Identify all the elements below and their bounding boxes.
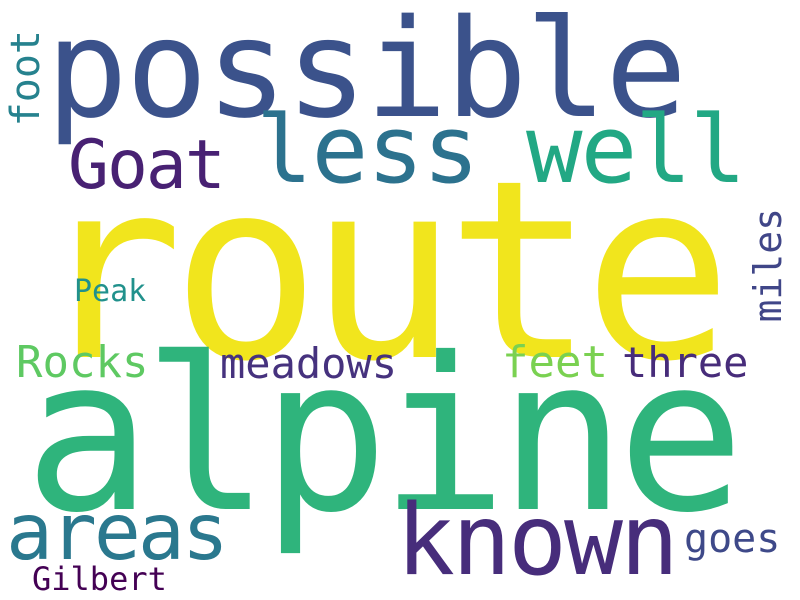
word-route: route bbox=[34, 128, 733, 416]
word-alpine: alpine bbox=[24, 312, 745, 559]
word-well: well bbox=[526, 96, 746, 205]
word-feet: feet bbox=[502, 337, 608, 388]
word-possible: possible bbox=[46, 0, 687, 149]
word-rocks: Rocks bbox=[16, 337, 149, 388]
word-meadows: meadows bbox=[220, 339, 398, 388]
word-areas: areas bbox=[6, 488, 229, 578]
word-goes: goes bbox=[684, 516, 781, 562]
word-gilbert: Gilbert bbox=[32, 560, 167, 598]
word-miles: miles bbox=[746, 208, 790, 323]
word-peak: Peak bbox=[74, 274, 147, 309]
word-three: three bbox=[622, 338, 749, 387]
word-known: known bbox=[396, 484, 679, 598]
word-less: less bbox=[256, 96, 479, 205]
word-foot: foot bbox=[3, 30, 49, 127]
word-goat: Goat bbox=[68, 126, 226, 205]
